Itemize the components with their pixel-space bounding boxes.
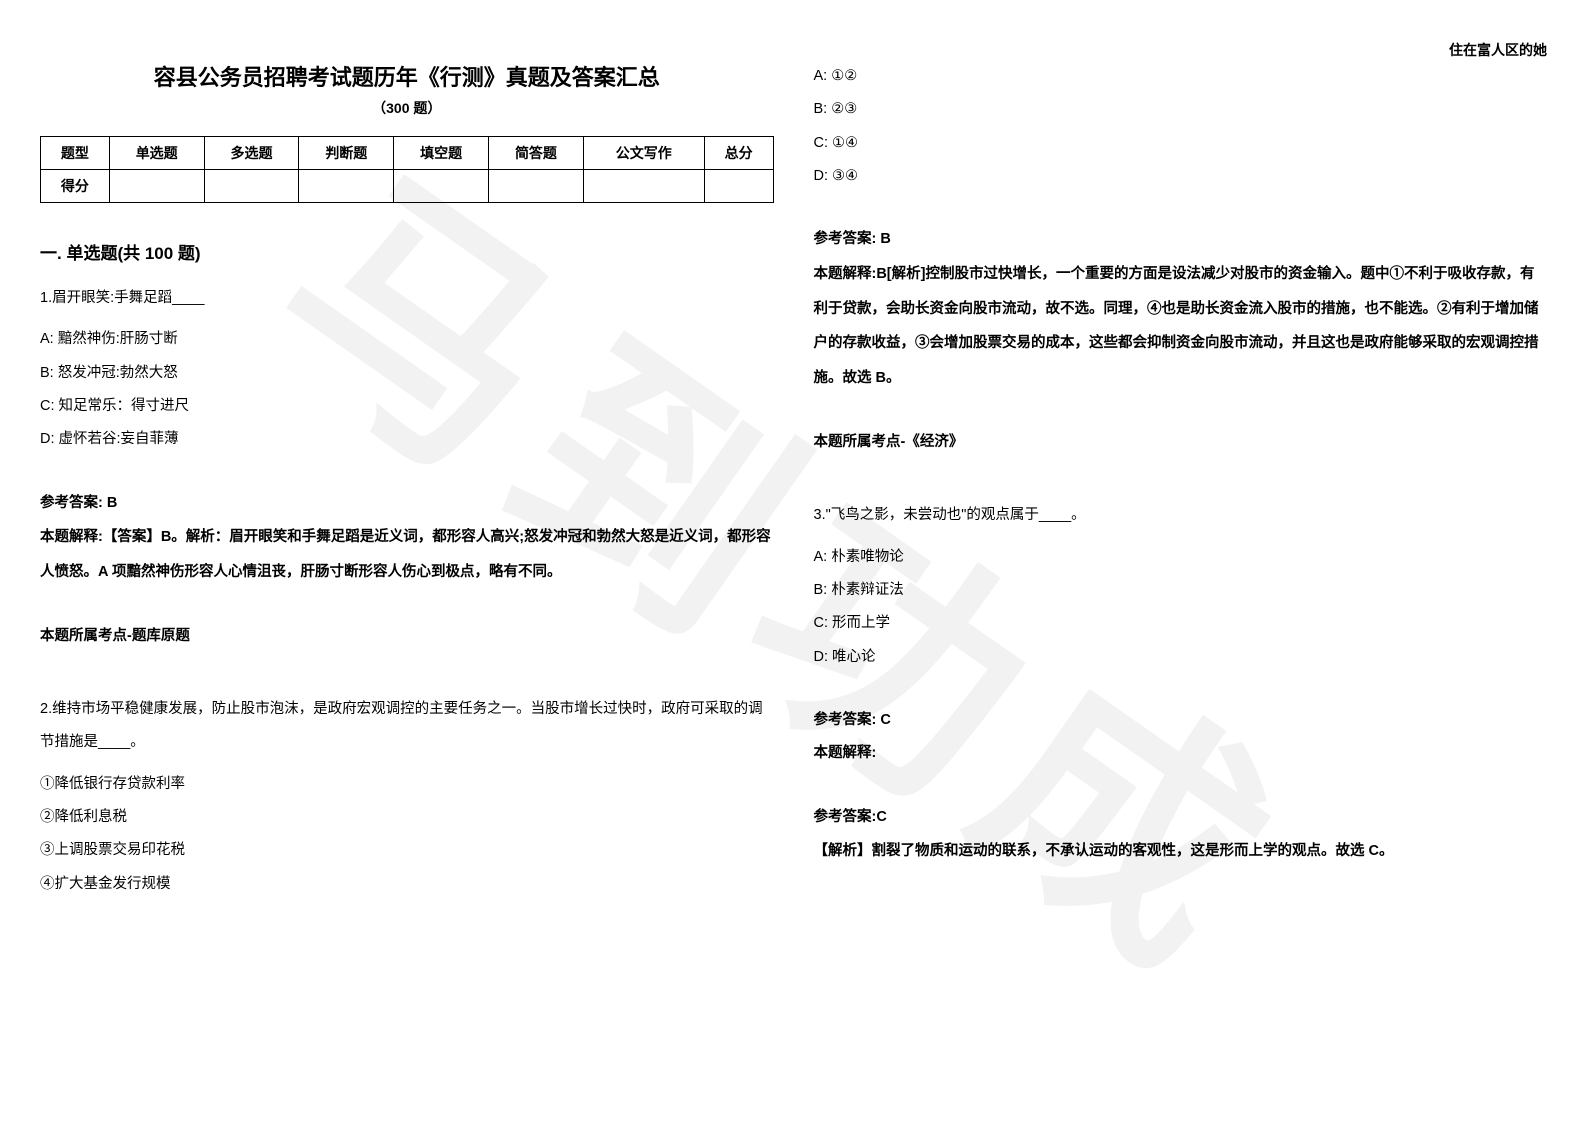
score-table: 题型 单选题 多选题 判断题 填空题 简答题 公文写作 总分 得分 [40, 136, 774, 203]
table-row: 题型 单选题 多选题 判断题 填空题 简答题 公文写作 总分 [41, 137, 774, 170]
page-subtitle: （300 题） [40, 98, 774, 118]
q2-answer: 参考答案: B [814, 223, 1548, 256]
q1-option-d: D: 虚怀若谷:妄自菲薄 [40, 423, 774, 456]
q2-item-2: ②降低利息税 [40, 801, 774, 834]
th-score: 得分 [41, 170, 110, 203]
table-cell [109, 170, 204, 203]
q3-answer: 参考答案: C [814, 704, 1548, 737]
page-title: 容县公务员招聘考试题历年《行测》真题及答案汇总 [40, 60, 774, 92]
q2-item-4: ④扩大基金发行规模 [40, 868, 774, 901]
q2-option-d: D: ③④ [814, 160, 1548, 193]
q1-option-c: C: 知足常乐：得寸进尺 [40, 390, 774, 423]
th-multi: 多选题 [204, 137, 299, 170]
th-single: 单选题 [109, 137, 204, 170]
q3-answer-2: 参考答案:C [814, 801, 1548, 834]
q3-analysis: 【解析】割裂了物质和运动的联系，不承认运动的客观性，这是形而上学的观点。故选 C… [814, 834, 1548, 869]
q1-stem: 1.眉开眼笑:手舞足蹈____ [40, 282, 774, 315]
q3-option-d: D: 唯心论 [814, 641, 1548, 674]
q1-option-a: A: 黯然神伤:肝肠寸断 [40, 323, 774, 356]
page-container: 容县公务员招聘考试题历年《行测》真题及答案汇总 （300 题） 题型 单选题 多… [0, 0, 1587, 931]
q3-option-c: C: 形而上学 [814, 607, 1548, 640]
table-cell [204, 170, 299, 203]
q3-stem: 3."飞鸟之影，未尝动也"的观点属于____。 [814, 499, 1548, 532]
q1-answer: 参考答案: B [40, 487, 774, 520]
th-fill: 填空题 [394, 137, 489, 170]
q2-option-b: B: ②③ [814, 93, 1548, 126]
q2-explain: 本题解释:B[解析]控制股市过快增长，一个重要的方面是设法减少对股市的资金输入。… [814, 257, 1548, 396]
table-cell [704, 170, 773, 203]
th-doc: 公文写作 [583, 137, 704, 170]
section-heading: 一. 单选题(共 100 题) [40, 239, 774, 264]
th-short: 简答题 [489, 137, 584, 170]
table-row: 得分 [41, 170, 774, 203]
q3-explain-label: 本题解释: [814, 737, 1548, 770]
q3-option-b: B: 朴素辩证法 [814, 574, 1548, 607]
q2-option-c: C: ①④ [814, 127, 1548, 160]
left-column: 容县公务员招聘考试题历年《行测》真题及答案汇总 （300 题） 题型 单选题 多… [40, 60, 774, 901]
q1-knowledge-point: 本题所属考点-题库原题 [40, 620, 774, 653]
table-cell [583, 170, 704, 203]
q2-knowledge-point: 本题所属考点-《经济》 [814, 426, 1548, 459]
th-judge: 判断题 [299, 137, 394, 170]
table-cell [299, 170, 394, 203]
q2-item-3: ③上调股票交易印花税 [40, 834, 774, 867]
q2-option-a: A: ①② [814, 60, 1548, 93]
table-cell [489, 170, 584, 203]
th-type: 题型 [41, 137, 110, 170]
table-cell [394, 170, 489, 203]
q1-option-b: B: 怒发冲冠:勃然大怒 [40, 357, 774, 390]
q3-option-a: A: 朴素唯物论 [814, 541, 1548, 574]
q2-item-1: ①降低银行存贷款利率 [40, 768, 774, 801]
th-total: 总分 [704, 137, 773, 170]
q1-explain: 本题解释:【答案】B。解析：眉开眼笑和手舞足蹈是近义词，都形容人高兴;怒发冲冠和… [40, 520, 774, 590]
q2-stem: 2.维持市场平稳健康发展，防止股市泡沫，是政府宏观调控的主要任务之一。当股市增长… [40, 693, 774, 760]
right-column: A: ①② B: ②③ C: ①④ D: ③④ 参考答案: B 本题解释:B[解… [814, 60, 1548, 901]
